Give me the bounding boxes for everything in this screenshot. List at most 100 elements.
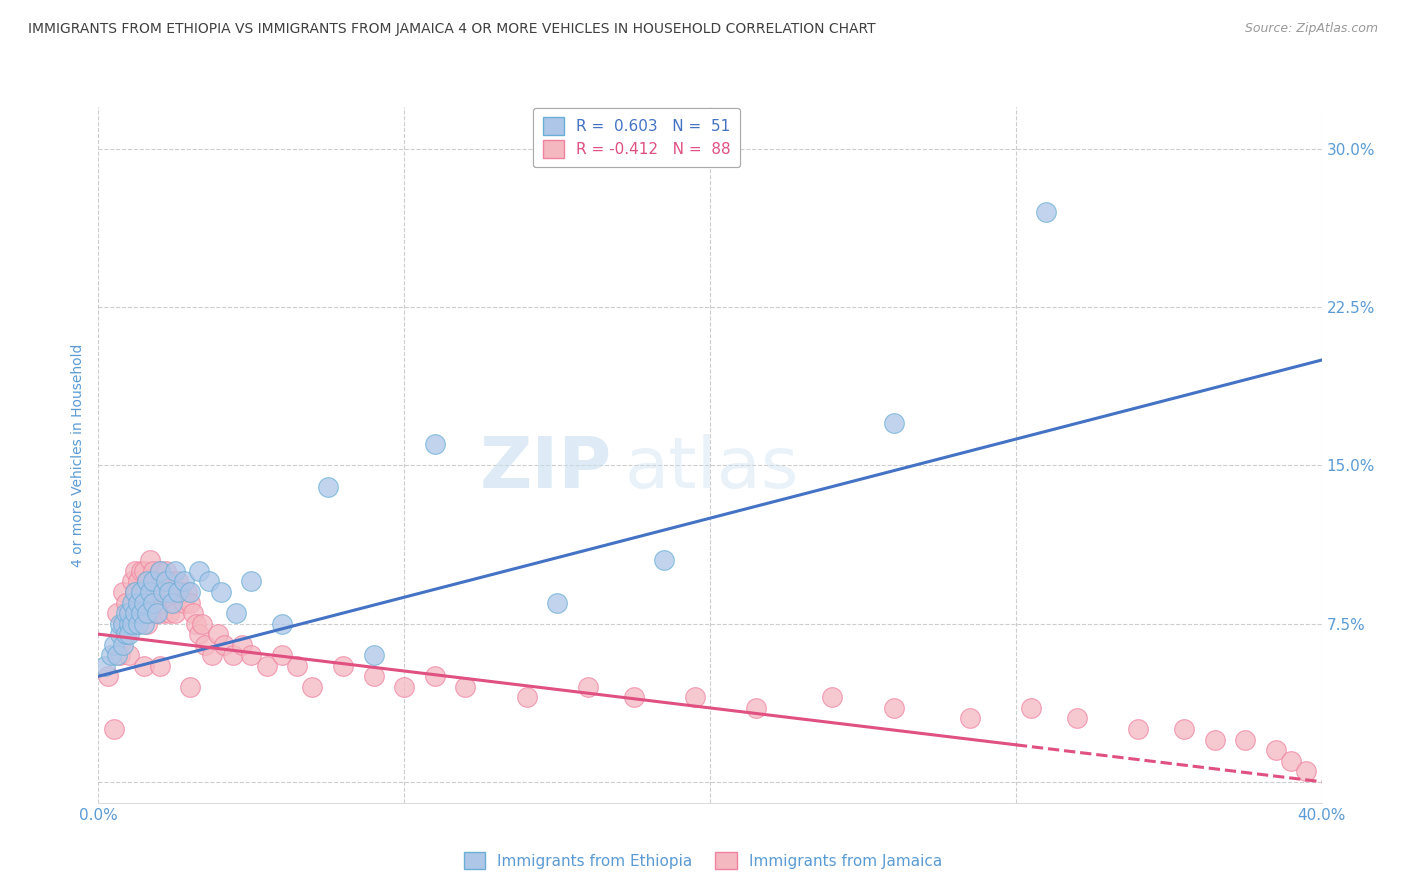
Point [129, 606, 152, 620]
Point [124, 564, 146, 578]
Point [163, 595, 186, 609]
Point [103, 638, 125, 652]
Point [134, 564, 156, 578]
Point [155, 564, 177, 578]
Point [134, 595, 156, 609]
Text: Source: ZipAtlas.com: Source: ZipAtlas.com [1244, 22, 1378, 36]
Point [111, 585, 134, 599]
Point [111, 616, 134, 631]
Point [623, 690, 645, 705]
Point [134, 658, 156, 673]
Point [139, 606, 162, 620]
Point [139, 553, 162, 567]
Point [149, 585, 172, 599]
Point [194, 638, 217, 652]
Point [97, 669, 120, 683]
Point [136, 574, 159, 589]
Point [207, 627, 229, 641]
Point [173, 574, 195, 589]
Point [93, 658, 115, 673]
Point [149, 658, 172, 673]
Point [108, 627, 131, 641]
Point [188, 564, 211, 578]
Point [129, 564, 152, 578]
Point [136, 574, 159, 589]
Point [454, 680, 477, 694]
Point [197, 574, 219, 589]
Point [546, 595, 568, 609]
Point [149, 564, 172, 578]
Point [883, 701, 905, 715]
Point [127, 595, 149, 609]
Point [270, 648, 292, 663]
Point [176, 585, 198, 599]
Point [152, 585, 174, 599]
Point [301, 680, 323, 694]
Point [136, 606, 159, 620]
Point [129, 606, 152, 620]
Point [1204, 732, 1226, 747]
Point [124, 585, 146, 599]
Point [103, 722, 125, 736]
Point [127, 616, 149, 631]
Point [134, 595, 156, 609]
Point [270, 616, 292, 631]
Point [1264, 743, 1286, 757]
Point [100, 648, 122, 663]
Point [363, 669, 385, 683]
Point [240, 648, 263, 663]
Point [111, 638, 134, 652]
Y-axis label: 4 or more Vehicles in Household: 4 or more Vehicles in Household [70, 343, 84, 566]
Point [121, 595, 143, 609]
Text: atlas: atlas [624, 434, 799, 503]
Point [108, 616, 131, 631]
Point [105, 606, 128, 620]
Point [959, 711, 981, 725]
Point [142, 585, 165, 599]
Point [111, 616, 134, 631]
Point [423, 437, 446, 451]
Point [127, 595, 149, 609]
Point [231, 638, 253, 652]
Point [173, 595, 195, 609]
Point [285, 658, 308, 673]
Point [118, 616, 141, 631]
Point [160, 585, 183, 599]
Point [222, 648, 245, 663]
Point [145, 606, 167, 620]
Point [200, 648, 222, 663]
Point [316, 479, 339, 493]
Point [157, 574, 180, 589]
Legend: R =  0.603   N =  51, R = -0.412   N =  88: R = 0.603 N = 51, R = -0.412 N = 88 [533, 108, 740, 167]
Point [191, 616, 214, 631]
Point [115, 595, 138, 609]
Point [1173, 722, 1195, 736]
Point [118, 606, 141, 620]
Point [1019, 701, 1042, 715]
Point [186, 616, 208, 631]
Point [516, 690, 538, 705]
Point [1295, 764, 1317, 779]
Point [108, 648, 131, 663]
Point [212, 638, 235, 652]
Point [179, 585, 201, 599]
Point [160, 574, 183, 589]
Point [423, 669, 446, 683]
Point [170, 585, 193, 599]
Point [142, 564, 165, 578]
Point [1066, 711, 1088, 725]
Point [145, 606, 167, 620]
Point [157, 606, 180, 620]
Point [188, 627, 211, 641]
Point [209, 585, 232, 599]
Point [134, 616, 156, 631]
Point [142, 574, 165, 589]
Point [118, 648, 141, 663]
Point [142, 595, 165, 609]
Point [155, 595, 177, 609]
Point [160, 595, 183, 609]
Point [1035, 205, 1057, 219]
Point [118, 627, 141, 641]
Text: IMMIGRANTS FROM ETHIOPIA VS IMMIGRANTS FROM JAMAICA 4 OR MORE VEHICLES IN HOUSEH: IMMIGRANTS FROM ETHIOPIA VS IMMIGRANTS F… [28, 22, 876, 37]
Point [129, 585, 152, 599]
